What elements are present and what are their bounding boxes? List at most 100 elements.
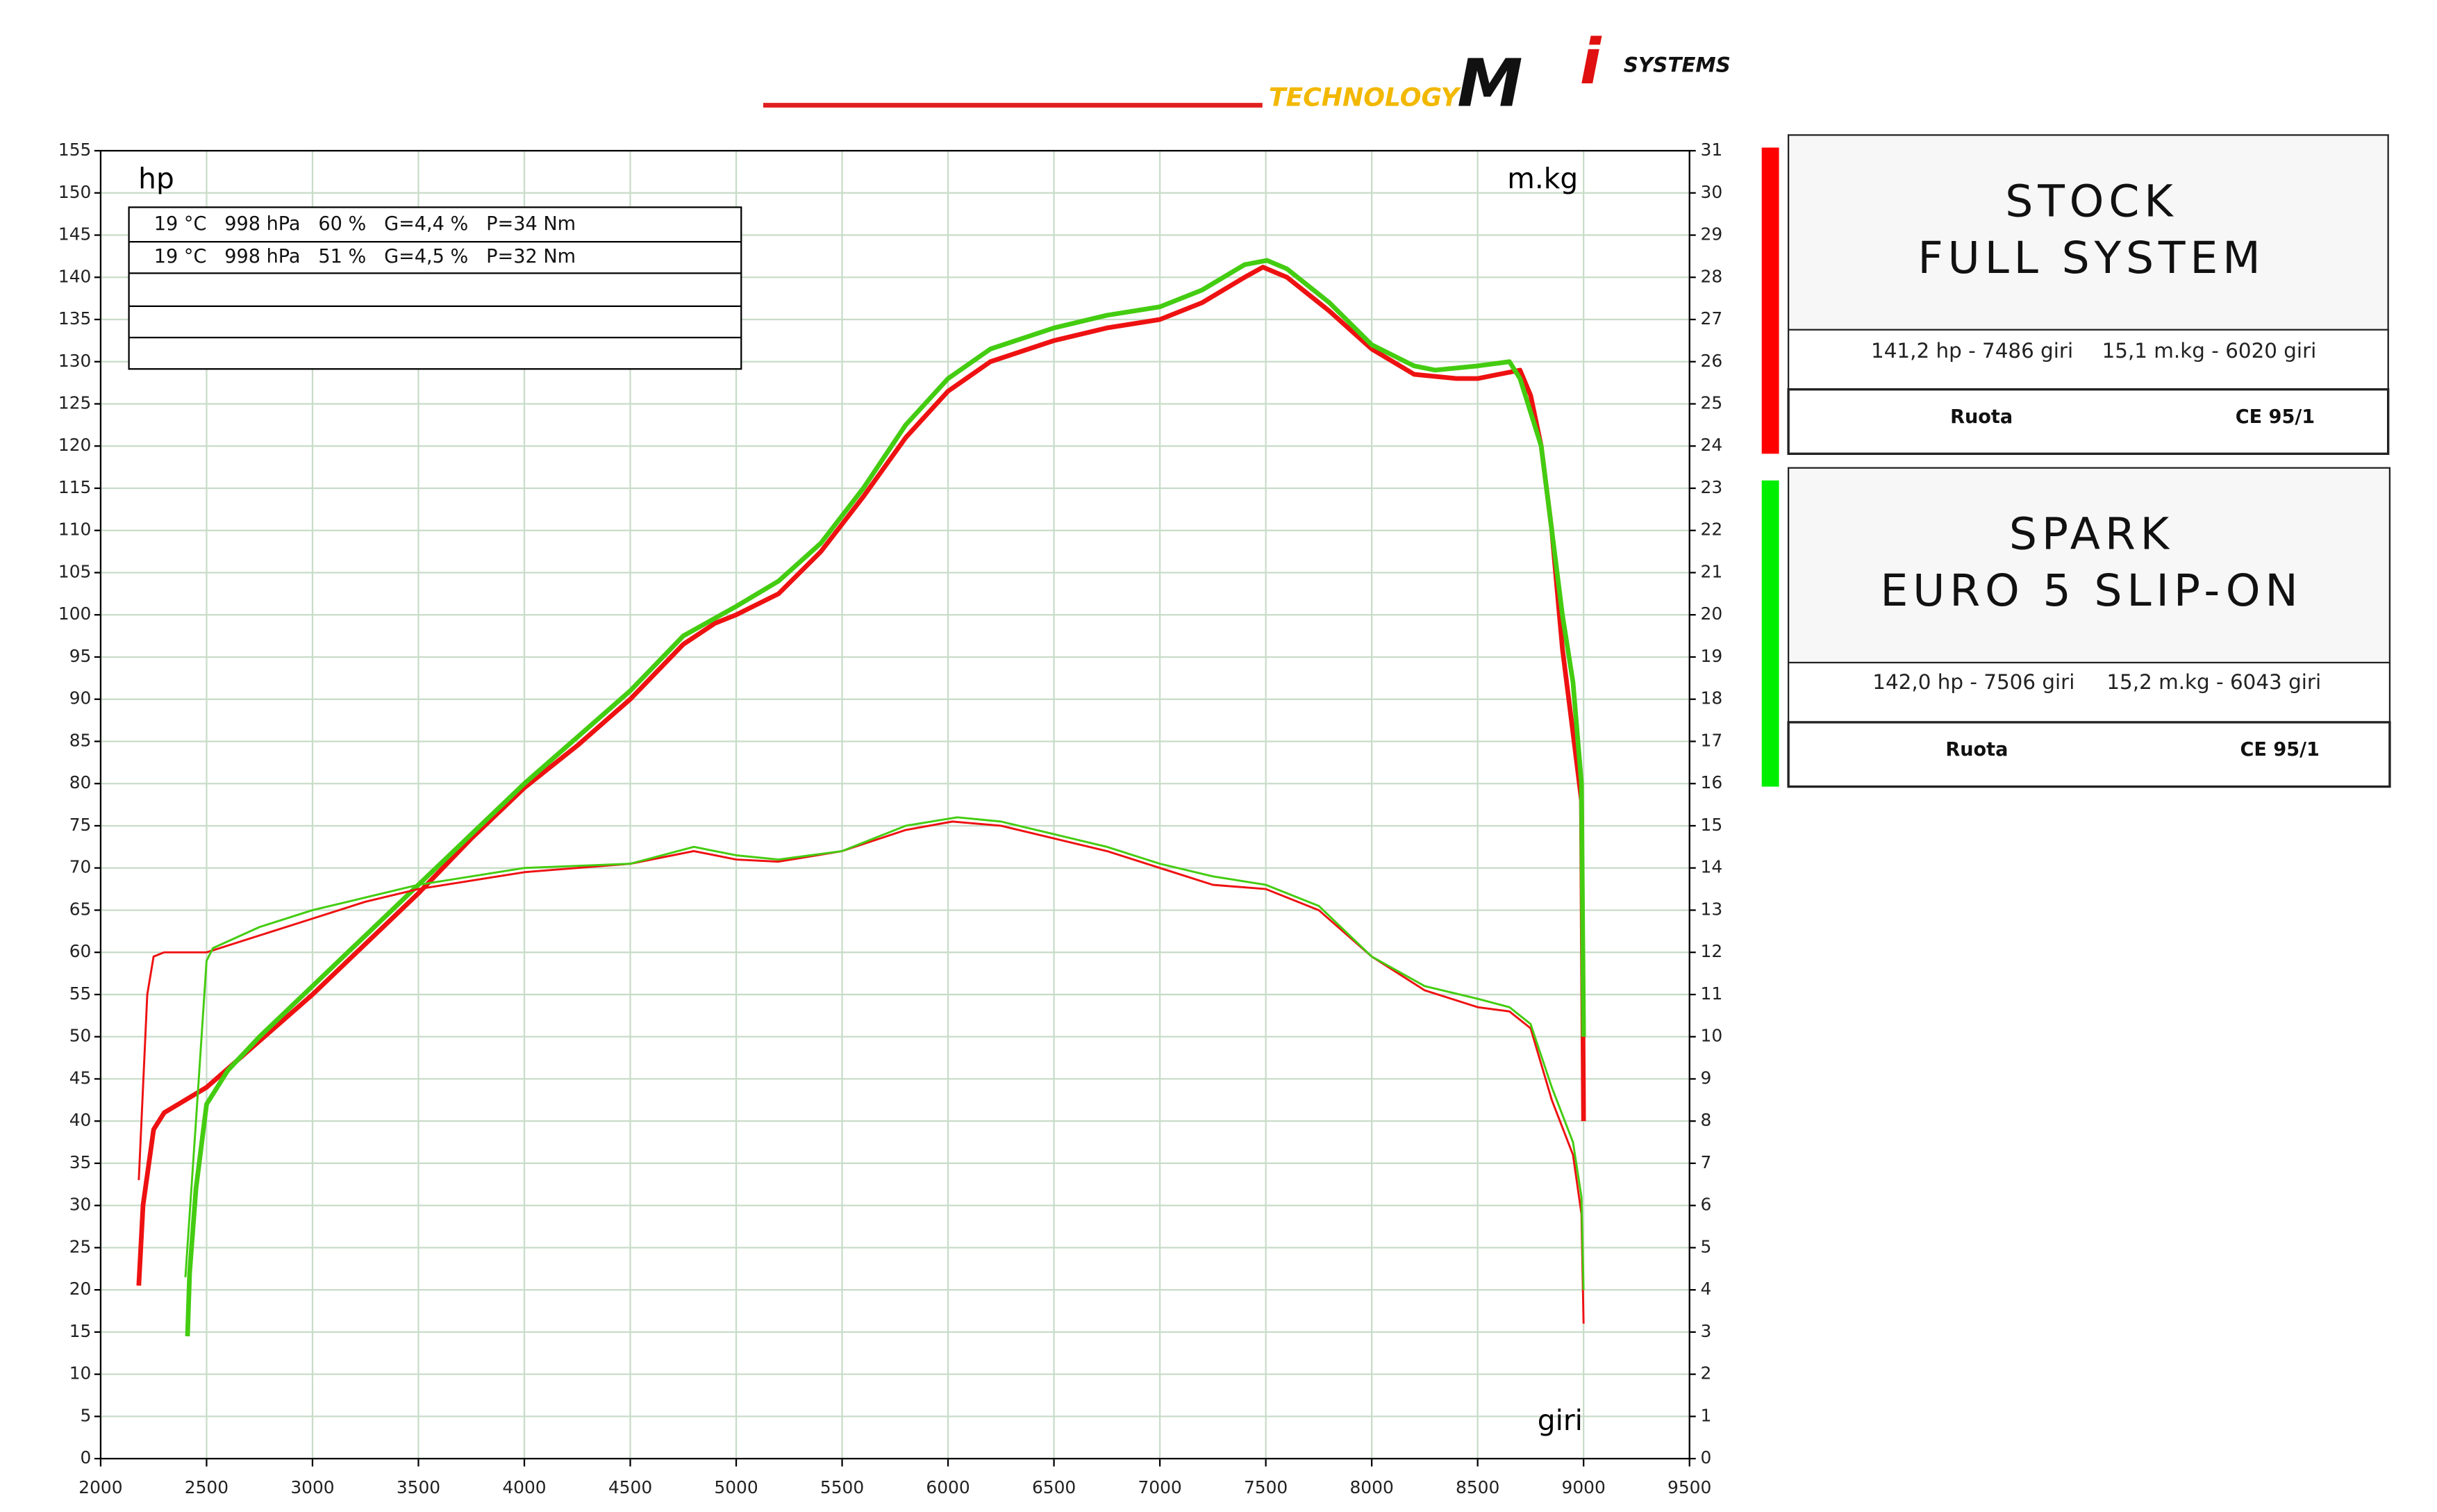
y2-tick-label: 17 [1701, 730, 1723, 750]
y-tick-label: 55 [69, 983, 92, 1004]
y2-tick-label: 22 [1701, 520, 1723, 540]
y-tick-label: 40 [69, 1110, 92, 1130]
series-line [184, 816, 1585, 1290]
y-tick-label: 140 [58, 266, 91, 286]
y2-tick-label: 9 [1701, 1067, 1712, 1088]
x-tick-label: 5000 [714, 1477, 758, 1497]
x-tick-label: 8000 [1350, 1477, 1394, 1497]
panel-mode: Ruota [1950, 406, 2013, 428]
y2-tick-label: 4 [1701, 1279, 1712, 1299]
x-tick-label: 7000 [1138, 1477, 1181, 1497]
y-tick-label: 130 [58, 351, 91, 371]
panel-footer-row [1787, 721, 2391, 788]
y2-tick-label: 23 [1701, 477, 1723, 497]
panel-stats-row [1787, 329, 2389, 390]
table-border [128, 206, 742, 370]
y2-tick-label: 16 [1701, 772, 1723, 792]
y2-tick-label: 30 [1701, 182, 1723, 202]
y2-tick-label: 31 [1701, 140, 1723, 160]
y2-tick-label: 0 [1701, 1447, 1712, 1468]
y2-tick-label: 15 [1701, 815, 1723, 835]
y2-tick-label: 10 [1701, 1026, 1723, 1046]
y2-tick-label: 29 [1701, 224, 1723, 244]
panel-title: FULL SYSTEM [1918, 232, 2265, 283]
panel-mode: Ruota [1945, 739, 2008, 761]
series-line [138, 820, 1585, 1324]
y-tick-label: 155 [58, 140, 91, 160]
y-tick-label: 125 [58, 392, 91, 413]
y2-tick-label: 25 [1701, 392, 1723, 413]
y-tick-label: 115 [58, 477, 91, 497]
y2-tick-label: 13 [1701, 899, 1723, 919]
y-tick-label: 105 [58, 561, 91, 581]
panel-power: 142,0 hp - 7506 giri [1872, 670, 2074, 694]
x-tick-label: 2000 [78, 1477, 122, 1497]
panel-title: SPARK [2009, 508, 2174, 560]
y-tick-label: 20 [69, 1279, 92, 1299]
y2-tick-label: 27 [1701, 308, 1723, 329]
panel-torque: 15,2 m.kg - 6043 giri [2106, 670, 2321, 694]
panel-color-bar [1761, 480, 1779, 787]
y-tick-label: 25 [69, 1236, 92, 1256]
x-tick-label: 8500 [1456, 1477, 1499, 1497]
y-axis-label: hp [138, 162, 174, 195]
x-tick-label: 9000 [1562, 1477, 1606, 1497]
y2-tick-label: 8 [1701, 1110, 1712, 1130]
y-tick-label: 85 [69, 730, 92, 750]
condition-row: 19 °C 998 hPa 51 % G=4,5 % P=32 Nm [154, 246, 576, 267]
y2-tick-label: 5 [1701, 1236, 1712, 1256]
series-line [185, 258, 1586, 1337]
y-tick-label: 10 [69, 1363, 92, 1384]
panel-stats-row [1787, 661, 2391, 724]
y-tick-label: 45 [69, 1067, 92, 1088]
panel-norm: CE 95/1 [2240, 739, 2320, 761]
panel-footer-row [1787, 388, 2390, 456]
x-tick-label: 5500 [820, 1477, 864, 1497]
y-tick-label: 35 [69, 1152, 92, 1172]
y2-tick-label: 28 [1701, 266, 1723, 286]
y-tick-label: 120 [58, 435, 91, 455]
y2-tick-label: 11 [1701, 983, 1723, 1004]
y2-tick-label: 2 [1701, 1363, 1712, 1384]
y-tick-label: 75 [69, 815, 92, 835]
y2-tick-label: 20 [1701, 604, 1723, 624]
y-tick-label: 95 [69, 646, 92, 666]
plot-frame [99, 149, 1690, 1460]
panel-title: EURO 5 SLIP-ON [1880, 565, 2302, 616]
y2-tick-label: 19 [1701, 646, 1723, 666]
y2-tick-label: 18 [1701, 688, 1723, 708]
logo-accent: i [1579, 26, 1602, 99]
y-tick-label: 0 [81, 1447, 92, 1468]
y2-tick-label: 6 [1701, 1195, 1712, 1215]
logo-mark: M [1457, 45, 1522, 122]
y-tick-label: 80 [69, 772, 92, 792]
y-tick-label: 30 [69, 1195, 92, 1215]
y-tick-label: 60 [69, 941, 92, 961]
x-tick-label: 6000 [926, 1477, 970, 1497]
logo-brand: TECHNOLOGY [1269, 82, 1462, 112]
y2-tick-label: 3 [1701, 1321, 1712, 1341]
x-tick-label: 4000 [502, 1477, 546, 1497]
panel-power: 141,2 hp - 7486 giri [1871, 339, 2073, 363]
x-tick-label: 4500 [608, 1477, 652, 1497]
y2-tick-label: 7 [1701, 1152, 1712, 1172]
y-tick-label: 90 [69, 688, 92, 708]
y-tick-label: 100 [58, 604, 91, 624]
y-tick-label: 5 [81, 1405, 92, 1425]
y-tick-label: 50 [69, 1026, 92, 1046]
panel-norm: CE 95/1 [2236, 406, 2315, 428]
panel-torque: 15,1 m.kg - 6020 giri [2102, 339, 2317, 363]
y-tick-label: 70 [69, 857, 92, 877]
x-tick-label: 7500 [1244, 1477, 1288, 1497]
x-tick-label: 3000 [290, 1477, 334, 1497]
panel-color-bar [1761, 147, 1779, 454]
y2-axis-label: m.kg [1507, 162, 1578, 195]
y-tick-label: 15 [69, 1321, 92, 1341]
x-tick-label: 3500 [397, 1477, 440, 1497]
logo-name: SYSTEMS [1624, 53, 1731, 76]
x-axis-label: giri [1538, 1404, 1583, 1437]
condition-row: 19 °C 998 hPa 60 % G=4,4 % P=34 Nm [154, 213, 576, 235]
y-tick-label: 150 [58, 182, 91, 202]
